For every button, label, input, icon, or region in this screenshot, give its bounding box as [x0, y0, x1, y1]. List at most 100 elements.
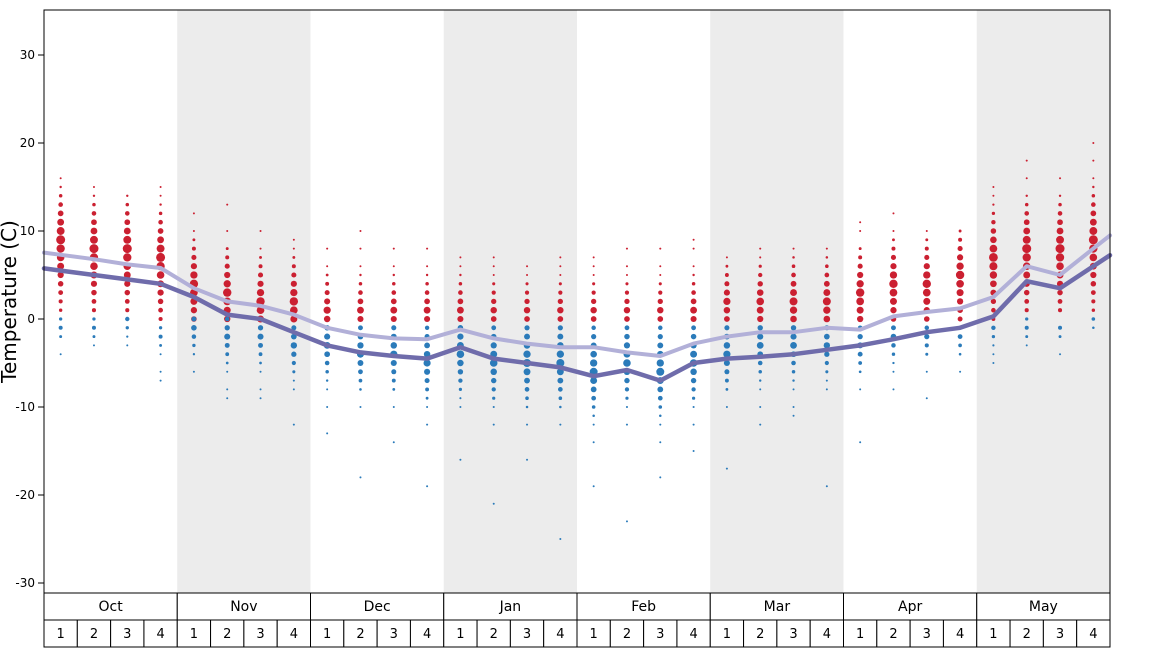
- temp-dot-max: [759, 247, 762, 250]
- temp-dot-min: [892, 370, 895, 373]
- temp-dot-max: [990, 280, 997, 288]
- week-number: 1: [723, 627, 731, 642]
- temp-dot-max: [257, 272, 264, 278]
- week-number: 4: [956, 627, 964, 642]
- temp-dot-max: [922, 288, 931, 297]
- temp-dot-min: [359, 388, 362, 391]
- temp-dot-min: [557, 333, 564, 340]
- temp-dot-min: [792, 414, 795, 417]
- temp-dot-max: [1057, 219, 1063, 226]
- temp-dot-max: [658, 290, 663, 295]
- temp-dot-min: [790, 342, 797, 349]
- temp-dot-max: [659, 265, 662, 268]
- temp-dot-min: [624, 377, 630, 384]
- temp-dot-max: [1023, 219, 1030, 226]
- temp-dot-max: [92, 186, 95, 188]
- month-label: Apr: [898, 599, 922, 615]
- temp-dot-max: [1023, 271, 1031, 279]
- temp-dot-max: [226, 203, 229, 206]
- temp-dot-max: [889, 297, 897, 305]
- temp-dot-max: [657, 307, 664, 314]
- temp-dot-min: [924, 343, 929, 348]
- temp-dot-min: [458, 387, 463, 391]
- temp-dot-min: [523, 350, 531, 358]
- temp-dot-min: [591, 405, 596, 409]
- week-number: 3: [523, 627, 531, 642]
- temp-dot-min: [290, 342, 298, 349]
- temp-dot-min: [159, 343, 163, 347]
- temp-dot-min: [958, 343, 962, 348]
- temp-dot-max: [190, 307, 198, 314]
- temp-dot-min: [759, 388, 762, 391]
- temp-dot-min: [792, 388, 795, 391]
- temp-dot-max: [723, 306, 731, 314]
- month-label: Feb: [631, 599, 656, 615]
- week-cell: [776, 619, 811, 648]
- temp-dot-min: [325, 370, 329, 374]
- week-dots: [390, 247, 398, 444]
- temp-dot-max: [592, 265, 595, 268]
- temp-dot-min: [391, 378, 396, 383]
- temp-dot-min: [757, 325, 763, 331]
- temp-dot-max: [957, 246, 963, 252]
- temp-dot-min: [357, 360, 364, 366]
- temp-dot-min: [725, 388, 729, 391]
- temp-dot-max: [324, 290, 330, 296]
- temp-dot-max: [90, 262, 98, 271]
- temp-dot-min: [426, 485, 429, 488]
- temp-dot-max: [592, 256, 595, 259]
- temp-dot-max: [1055, 253, 1065, 262]
- temp-dot-min: [625, 520, 628, 523]
- temp-dot-max: [1024, 299, 1030, 304]
- temp-dot-min: [1091, 317, 1096, 321]
- temp-dot-min: [292, 388, 295, 391]
- temp-dot-max: [823, 306, 831, 314]
- temp-dot-min: [192, 370, 195, 373]
- temp-dot-min: [859, 388, 862, 391]
- temp-dot-max: [159, 194, 162, 197]
- temp-dot-max: [1092, 185, 1095, 189]
- temp-dot-max: [325, 281, 330, 286]
- temp-dot-max: [923, 316, 930, 322]
- temp-dot-max: [224, 263, 230, 269]
- temp-dot-max: [158, 307, 163, 313]
- temp-dot-max: [857, 315, 864, 323]
- temp-dot-max: [824, 272, 830, 278]
- temp-dot-min: [790, 333, 797, 340]
- temp-dot-min: [390, 359, 397, 367]
- week-cell: [909, 619, 944, 648]
- week-dots: [822, 247, 831, 488]
- temp-dot-min: [224, 316, 230, 322]
- week-cell: [543, 619, 578, 648]
- temp-dot-min: [125, 326, 129, 330]
- week-dots: [889, 212, 898, 391]
- temp-dot-max: [523, 307, 531, 314]
- month-cell: [576, 592, 711, 621]
- temp-dot-max: [758, 264, 762, 268]
- temp-dot-min: [125, 316, 130, 322]
- temp-dot-max: [159, 186, 162, 188]
- month-band: [976, 10, 1110, 593]
- temp-dot-min: [92, 344, 95, 347]
- temp-dot-min: [523, 368, 531, 376]
- month-cell: [843, 592, 978, 621]
- temp-dot-min: [526, 423, 529, 426]
- temp-dot-max: [190, 263, 198, 270]
- temp-dot-min: [158, 326, 163, 330]
- temp-dot-min: [258, 342, 263, 348]
- temp-dot-min: [525, 396, 529, 401]
- temp-dot-max: [259, 255, 262, 259]
- week-dots: [423, 247, 431, 488]
- temp-dot-max: [90, 227, 98, 235]
- temp-dot-max: [856, 306, 864, 314]
- week-number: 3: [789, 627, 797, 642]
- week-number: 2: [356, 627, 364, 642]
- temp-dot-min: [457, 369, 464, 375]
- temp-dot-min: [592, 441, 595, 444]
- temp-dot-max: [756, 289, 764, 296]
- temp-dot-max: [792, 247, 795, 250]
- temp-dot-max: [58, 290, 64, 295]
- temp-dot-max: [690, 306, 697, 314]
- temp-dot-max: [1092, 142, 1095, 144]
